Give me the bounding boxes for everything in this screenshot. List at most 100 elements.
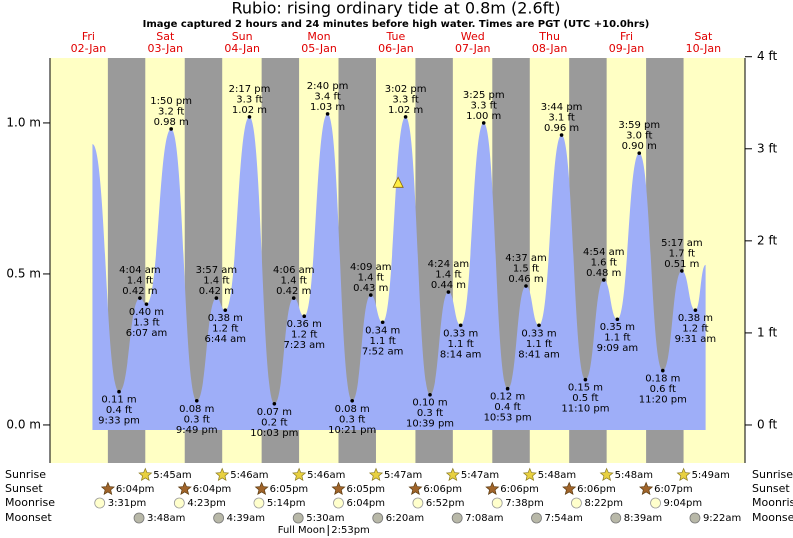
day-label: Sat — [694, 30, 713, 43]
day-label: Wed — [461, 30, 485, 43]
chart-subtitle: Image captured 2 hours and 24 minutes be… — [143, 19, 650, 30]
row-label: Sunset — [5, 482, 43, 495]
y2-tick-label: 3 ft — [757, 141, 777, 155]
feet-label: 1.2 ft — [212, 324, 238, 335]
extreme-point — [194, 398, 199, 403]
moonrise-icon — [650, 497, 661, 509]
extreme-point — [302, 314, 307, 319]
moonset-icon — [610, 512, 622, 524]
extreme-point — [637, 151, 642, 155]
extreme-point — [117, 389, 121, 394]
y2-tick-label: 0 ft — [757, 417, 777, 431]
row-label: Sunrise — [5, 468, 46, 481]
value-label: 0.36 m — [287, 319, 322, 330]
value-label: 0.98 m — [154, 117, 189, 128]
value-label: 0.18 m — [645, 374, 680, 385]
sunset-time: 6:06pm — [423, 484, 462, 495]
value-label: 0.08 m — [335, 404, 370, 415]
feet-label: 3.2 ft — [158, 106, 184, 117]
moonset-icon — [531, 512, 542, 524]
date-label: 04-Jan — [224, 42, 260, 55]
extreme-point — [291, 296, 296, 300]
y-tick-label: 0.5 m — [6, 266, 41, 280]
moonrise-time: 3:31pm — [108, 498, 147, 509]
moonrise-icon — [333, 497, 344, 509]
day-label: Thu — [538, 30, 560, 43]
value-label: 0.07 m — [257, 407, 292, 418]
extreme-point — [169, 127, 173, 131]
feet-label: 3.0 ft — [626, 131, 652, 142]
day-label: Mon — [307, 30, 330, 43]
sunset-icon — [100, 481, 115, 496]
day-label: Fri — [82, 30, 95, 43]
value-label: 0.12 m — [490, 392, 525, 403]
time-label: 3:25 pm — [463, 90, 505, 101]
time-label: 9:49 pm — [176, 425, 218, 436]
date-label: 10-Jan — [686, 42, 722, 55]
feet-label: 1.1 ft — [604, 333, 630, 344]
moonset-icon — [292, 512, 304, 524]
sunrise-icon — [445, 467, 460, 482]
sunset-time: 6:04pm — [116, 484, 155, 495]
moonset-time: 3:48am — [147, 513, 185, 524]
sunrise-time: 5:49am — [692, 470, 730, 481]
date-label: 05-Jan — [301, 42, 337, 55]
chart-title: Rubio: rising ordinary tide at 0.8m (2.6… — [232, 0, 561, 18]
value-label: 0.42 m — [122, 286, 157, 297]
sunrise-icon — [599, 467, 614, 482]
time-label: 8:14 am — [440, 349, 482, 360]
value-label: 0.46 m — [508, 274, 543, 285]
feet-label: 1.4 ft — [435, 270, 461, 281]
feet-label: 0.3 ft — [339, 414, 365, 425]
row-label: Sunset — [752, 482, 790, 495]
time-label: 10:21 pm — [328, 425, 376, 436]
time-label: 10:03 pm — [250, 428, 298, 439]
moonrise-time: 9:04pm — [664, 498, 703, 509]
time-label: 9:31 am — [675, 334, 717, 345]
tide-area — [92, 113, 706, 430]
moonset-time: 8:39am — [624, 513, 662, 524]
moonset-icon — [133, 512, 145, 524]
value-label: 0.96 m — [544, 123, 579, 134]
moon-phase-label: Full Moon — [278, 525, 325, 536]
day-label: Sun — [232, 30, 253, 43]
extreme-point — [680, 269, 684, 273]
sunset-icon — [177, 481, 192, 496]
feet-label: 3.1 ft — [548, 113, 574, 124]
extreme-point — [144, 302, 149, 306]
extreme-point — [458, 323, 463, 328]
extreme-point — [350, 398, 354, 403]
sunrise-time: 5:47am — [461, 470, 499, 481]
sunrise-icon — [676, 467, 691, 482]
moonrise-time: 5:14pm — [267, 498, 306, 509]
moonrise-time: 6:52pm — [426, 498, 465, 509]
moonset-time: 7:54am — [545, 513, 583, 524]
time-label: 10:53 pm — [484, 413, 532, 424]
time-label: 5:17 am — [661, 238, 703, 249]
value-label: 0.33 m — [443, 328, 478, 339]
row-label: Sunrise — [752, 468, 793, 481]
moonset-icon — [213, 512, 225, 524]
moonset-icon — [689, 512, 701, 524]
extreme-point — [537, 323, 541, 328]
extreme-point — [214, 296, 219, 300]
current-level-marker — [392, 176, 404, 188]
feet-label: 1.5 ft — [513, 264, 539, 275]
feet-label: 0.4 ft — [106, 405, 132, 416]
sunset-time: 6:05pm — [270, 484, 309, 495]
date-label: 02-Jan — [71, 42, 107, 55]
feet-label: 1.1 ft — [448, 339, 474, 350]
feet-label: 1.4 ft — [127, 276, 153, 287]
extreme-point — [325, 112, 330, 116]
row-label: Moonrise — [752, 496, 793, 509]
time-label: 7:52 am — [362, 346, 404, 357]
day-label: Fri — [620, 30, 633, 43]
y2-tick-label: 1 ft — [757, 325, 777, 339]
time-label: 3:59 pm — [618, 120, 660, 131]
value-label: 0.38 m — [208, 313, 243, 324]
time-label: 9:09 am — [597, 343, 639, 354]
row-label: Moonset — [5, 511, 52, 524]
value-label: 1.03 m — [310, 102, 345, 113]
feet-label: 3.4 ft — [314, 91, 340, 102]
